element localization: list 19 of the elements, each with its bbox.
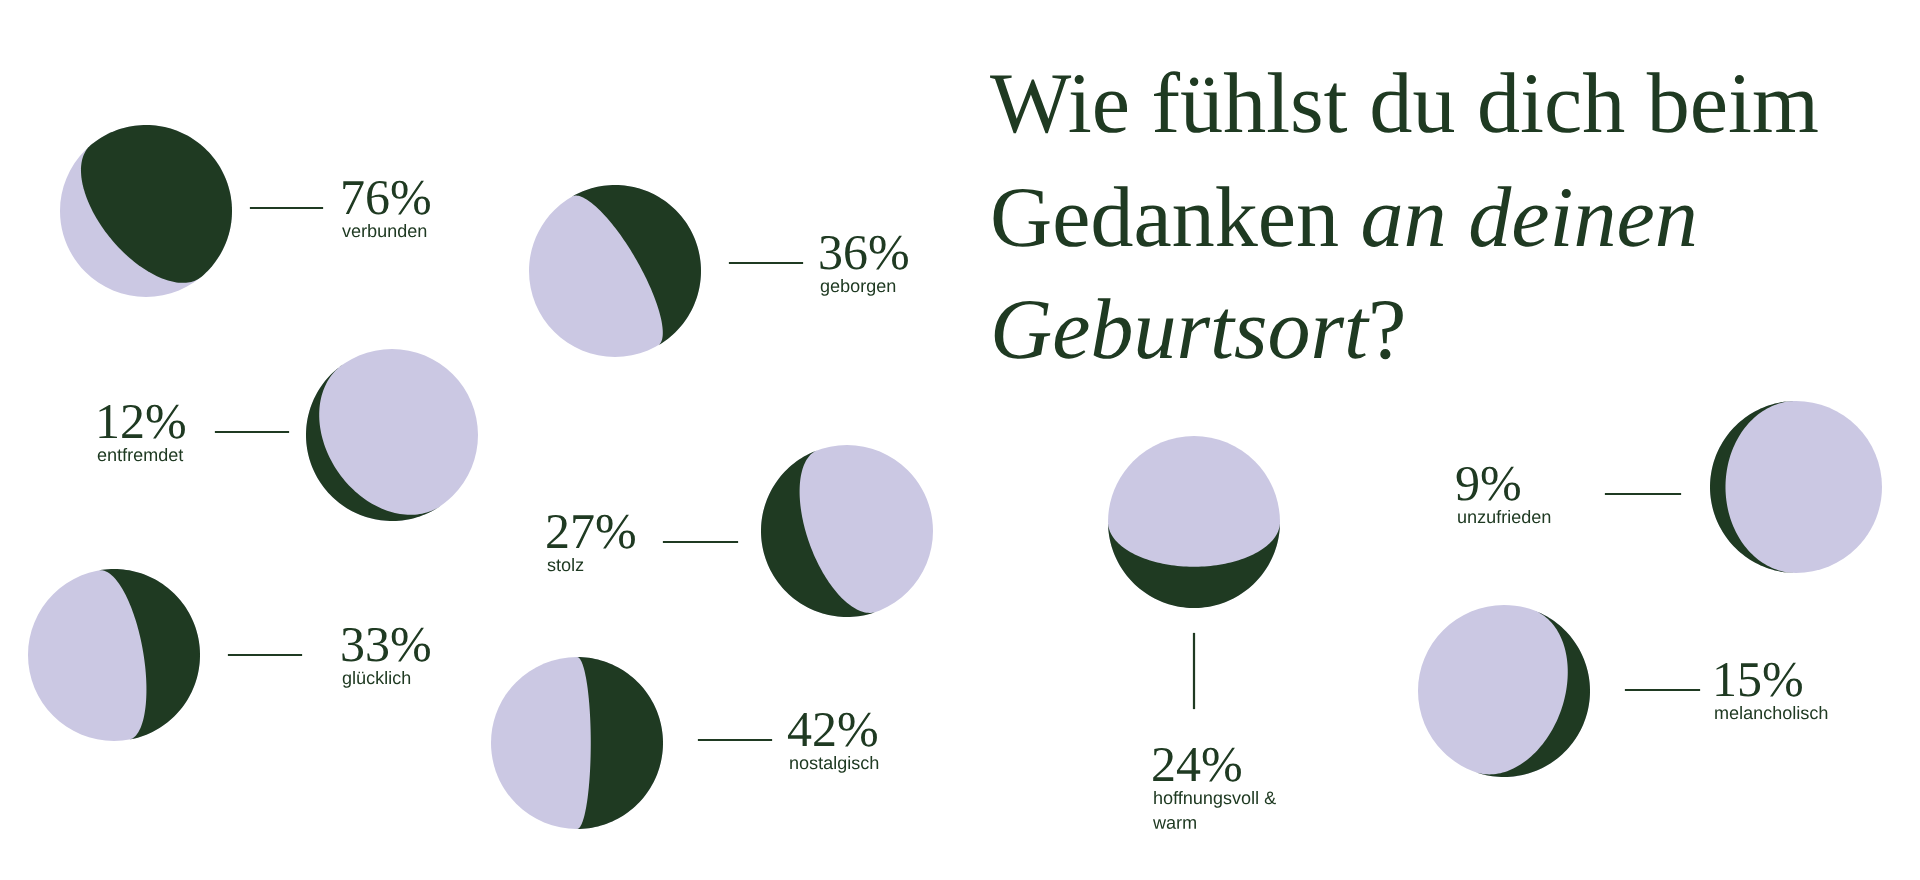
category-label: verbunden — [342, 224, 427, 238]
data-label: 33% — [342, 627, 430, 662]
category-label: hoffnungsvoll & warm — [1152, 791, 1276, 829]
category-label: melancholisch — [1715, 706, 1828, 720]
data-label: 12% — [99, 404, 185, 439]
data-label: 42% — [787, 712, 877, 747]
data-label: 76% — [343, 180, 430, 215]
category-label: nostalgisch — [790, 756, 879, 773]
data-label: 36% — [820, 235, 908, 270]
category-label: geborgen — [820, 279, 896, 296]
chart-title: Wie fühlst du dich beim Gedanken an deinen Geburtsort? — [990, 71, 1818, 360]
category-label: glücklich — [342, 671, 411, 688]
data-label: 15% — [1716, 662, 1802, 697]
data-label: 27% — [547, 514, 635, 549]
category-label: entfremdet — [97, 448, 184, 462]
data-label: 9% — [1456, 466, 1520, 501]
data-label: 24% — [1153, 747, 1241, 782]
category-label: unzufrieden — [1458, 510, 1551, 524]
category-label: stolz — [547, 558, 584, 572]
